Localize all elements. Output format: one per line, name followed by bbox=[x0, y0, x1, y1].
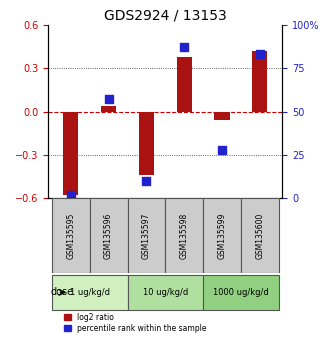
FancyBboxPatch shape bbox=[52, 198, 90, 273]
Bar bbox=[139, 112, 154, 175]
FancyBboxPatch shape bbox=[127, 275, 203, 310]
Text: GSM135598: GSM135598 bbox=[180, 212, 189, 258]
Text: GSM135595: GSM135595 bbox=[66, 212, 75, 259]
Bar bbox=[177, 57, 192, 112]
FancyBboxPatch shape bbox=[165, 198, 203, 273]
Text: GSM135600: GSM135600 bbox=[255, 212, 264, 259]
Point bbox=[106, 97, 111, 102]
FancyBboxPatch shape bbox=[203, 198, 241, 273]
FancyBboxPatch shape bbox=[241, 198, 279, 273]
Text: 1 ug/kg/d: 1 ug/kg/d bbox=[70, 288, 110, 297]
Legend: log2 ratio, percentile rank within the sample: log2 ratio, percentile rank within the s… bbox=[64, 313, 207, 333]
Bar bbox=[252, 51, 267, 112]
FancyBboxPatch shape bbox=[52, 275, 127, 310]
FancyBboxPatch shape bbox=[127, 198, 165, 273]
Text: GSM135596: GSM135596 bbox=[104, 212, 113, 259]
Text: 1000 ug/kg/d: 1000 ug/kg/d bbox=[213, 288, 269, 297]
Point bbox=[68, 192, 74, 198]
Bar bbox=[101, 106, 116, 112]
Bar bbox=[63, 112, 78, 195]
Text: dose: dose bbox=[50, 287, 73, 297]
Text: 10 ug/kg/d: 10 ug/kg/d bbox=[143, 288, 188, 297]
Text: GSM135599: GSM135599 bbox=[218, 212, 227, 259]
Point bbox=[220, 147, 225, 153]
Text: GSM135597: GSM135597 bbox=[142, 212, 151, 259]
FancyBboxPatch shape bbox=[203, 275, 279, 310]
Title: GDS2924 / 13153: GDS2924 / 13153 bbox=[104, 8, 227, 22]
Point bbox=[257, 51, 262, 57]
Point bbox=[182, 45, 187, 50]
Point bbox=[144, 178, 149, 184]
FancyBboxPatch shape bbox=[90, 198, 127, 273]
Bar bbox=[214, 112, 230, 120]
